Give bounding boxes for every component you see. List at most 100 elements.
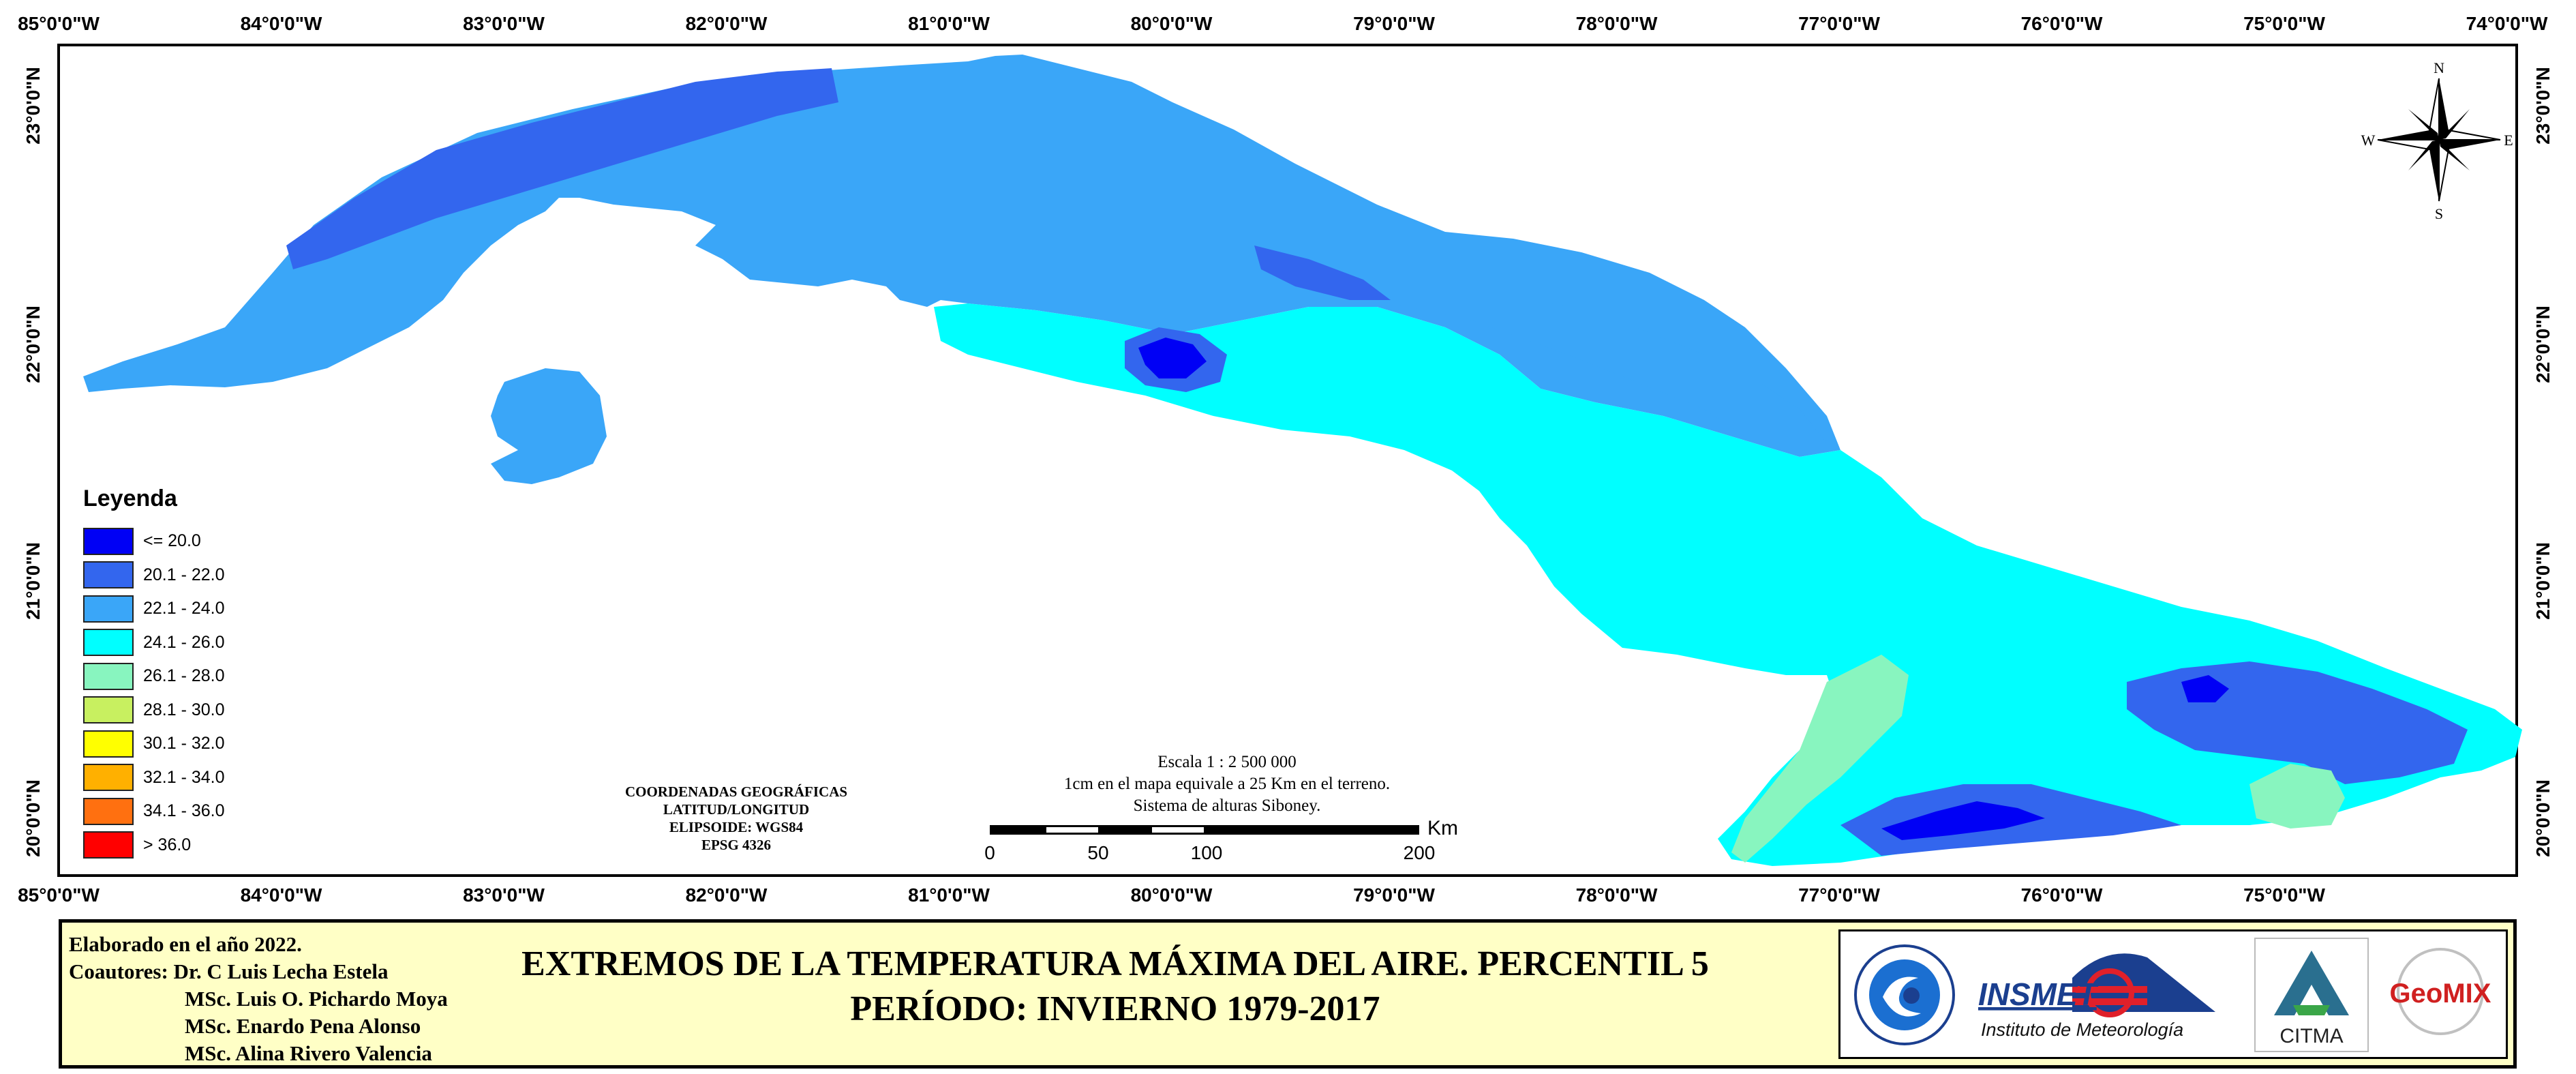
legend-swatch <box>83 527 134 555</box>
legend-swatch <box>83 629 134 657</box>
author-1: Dr. C Luis Lecha Estela <box>173 959 389 983</box>
compass-w: W <box>2361 132 2376 149</box>
zone-20-22-central-strip <box>1254 245 1391 300</box>
latitude-label: 21°0'0"N <box>2532 542 2554 620</box>
longitude-label: 78°0'0"W <box>1576 13 1658 34</box>
legend-item: 34.1 - 36.0 <box>83 794 329 829</box>
latitude-label: 22°0'0"N <box>22 305 44 383</box>
insmet-logo: INSMET Instituto de Meteorología <box>1970 937 2243 1053</box>
zone-le20-sierra <box>1881 801 2045 840</box>
credits: Elaborado en el año 2022. Coautores: Dr.… <box>69 931 448 1067</box>
latitude-label: 20°0'0"N <box>22 779 44 857</box>
map-frame <box>57 44 2518 877</box>
scale-bar: 0 50 100 200 Km <box>984 817 1458 863</box>
scale-tick-100: 100 <box>1191 842 1223 863</box>
compass-s: S <box>2435 205 2443 222</box>
coautores-label: Coautores: <box>69 959 168 983</box>
scale-tick-0: 0 <box>984 842 995 863</box>
legend-swatch <box>83 595 134 623</box>
scale-info: Escala 1 : 2 500 000 1cm en el mapa equi… <box>988 751 1466 817</box>
geomix-name: GeoMIX <box>2390 979 2491 1009</box>
map-title-line-1: EXTREMOS DE LA TEMPERATURA MÁXIMA DEL AI… <box>521 944 1709 983</box>
compass-n: N <box>2434 59 2444 76</box>
zone-22-24-central <box>1295 280 1827 450</box>
zone-26-28-se <box>2249 764 2345 829</box>
smi-seal-logo <box>1850 937 1959 1053</box>
legend-label: 32.1 - 34.0 <box>143 767 225 787</box>
legend-label: > 36.0 <box>143 835 192 854</box>
scale-unit: Km <box>1427 817 1458 839</box>
projection-line-2: LATITUD/LONGITUD <box>663 801 810 818</box>
zone-le20-escambray <box>1138 338 1207 378</box>
legend-swatch <box>83 730 134 758</box>
longitude-labels-top: 85°0'0"W 84°0'0"W 83°0'0"W 82°0'0"W 81°0'0"W… <box>18 13 2548 34</box>
zone-26-28-sw <box>1731 655 1909 863</box>
projection-line-4: EPSG 4326 <box>701 837 772 853</box>
scale-line-3: Sistema de alturas Siboney. <box>1133 796 1321 815</box>
projection-info: COORDENADAS GEOGRÁFICAS LATITUD/LONGITUD… <box>573 783 900 854</box>
legend-label: 34.1 - 36.0 <box>143 801 225 821</box>
longitude-label: 80°0'0"W <box>1131 884 1213 906</box>
legend-label: 24.1 - 26.0 <box>143 632 225 652</box>
author-3: MSc. Enardo Pena Alonso <box>185 1014 421 1038</box>
zone-20-22-west <box>286 68 838 269</box>
logos-panel: INSMET Instituto de Meteorología CITMA G… <box>1838 929 2508 1059</box>
latitude-label: 21°0'0"N <box>22 542 44 620</box>
longitude-label: 81°0'0"W <box>908 884 990 906</box>
geomix-logo: GeoMIX <box>2379 937 2502 1053</box>
legend-swatch <box>83 696 134 724</box>
legend-swatch <box>83 797 134 825</box>
legend-label: 26.1 - 28.0 <box>143 666 225 686</box>
elaborado-text: Elaborado en el año 2022. <box>69 932 302 956</box>
legend-label: 30.1 - 32.0 <box>143 734 225 754</box>
scale-line-1: Escala 1 : 2 500 000 <box>1157 753 1297 771</box>
longitude-label: 75°0'0"W <box>2243 884 2325 906</box>
longitude-label: 76°0'0"W <box>2021 884 2103 906</box>
latitude-label: 20°0'0"N <box>2532 779 2554 857</box>
footer-panel: Elaborado en el año 2022. Coautores: Dr.… <box>59 919 2517 1069</box>
legend: Leyenda <= 20.0 20.1 - 22.0 22.1 - 24.0 24.… <box>83 486 329 862</box>
projection-line-3: ELIPSOIDE: WGS84 <box>669 819 804 835</box>
longitude-label: 85°0'0"W <box>18 13 100 34</box>
compass-e: E <box>2504 132 2513 149</box>
legend-item: 20.1 - 22.0 <box>83 558 329 593</box>
zone-le20-nipe <box>2181 675 2229 702</box>
legend-list: <= 20.0 20.1 - 22.0 22.1 - 24.0 24.1 - 26.0… <box>83 524 329 862</box>
zone-24-26 <box>934 303 2522 866</box>
projection-line-1: COORDENADAS GEOGRÁFICAS <box>624 784 848 800</box>
legend-swatch <box>83 764 134 792</box>
insmet-name: INSMET <box>1978 976 2100 1012</box>
legend-swatch <box>83 561 134 589</box>
latitude-labels-right: 23°0'0"N 22°0'0"N 21°0'0"N 20°0'0"N <box>2532 67 2554 857</box>
longitude-label: 77°0'0"W <box>1798 13 1880 34</box>
legend-item: 24.1 - 26.0 <box>83 626 329 660</box>
latitude-labels-left: 23°0'0"N 22°0'0"N 21°0'0"N 20°0'0"N <box>22 67 44 857</box>
legend-item: 26.1 - 28.0 <box>83 659 329 693</box>
insmet-subtitle: Instituto de Meteorología <box>1981 1019 2183 1040</box>
legend-title: Leyenda <box>83 486 177 511</box>
zone-22-24-west <box>83 55 1840 457</box>
map-title-line-2: PERÍODO: INVIERNO 1979-2017 <box>850 989 1380 1028</box>
longitude-label: 82°0'0"W <box>686 13 768 34</box>
author-4: MSc. Alina Rivero Valencia <box>185 1041 432 1065</box>
scale-line-2: 1cm en el mapa equivale a 25 Km en el te… <box>1063 775 1391 793</box>
latitude-label: 23°0'0"N <box>2532 67 2554 145</box>
longitude-label: 79°0'0"W <box>1353 884 1435 906</box>
map-canvas: 85°0'0"W 84°0'0"W 83°0'0"W 82°0'0"W 81°0'0"W… <box>18 13 2554 906</box>
legend-item: <= 20.0 <box>83 524 329 558</box>
legend-label: 22.1 - 24.0 <box>143 599 225 618</box>
longitude-label: 82°0'0"W <box>686 884 768 906</box>
legend-swatch <box>83 662 134 690</box>
citma-name: CITMA <box>2279 1025 2343 1047</box>
longitude-labels-bottom: 85°0'0"W 84°0'0"W 83°0'0"W 82°0'0"W 81°0'0"W… <box>18 884 2325 906</box>
cuba-island <box>83 55 2522 866</box>
longitude-label: 79°0'0"W <box>1353 13 1435 34</box>
compass-rose-icon: N S E W <box>2361 59 2513 222</box>
isla-juventud <box>491 368 607 484</box>
longitude-label: 77°0'0"W <box>1798 884 1880 906</box>
longitude-label: 84°0'0"W <box>241 13 322 34</box>
longitude-label: 74°0'0"W <box>2466 13 2548 34</box>
latitude-label: 23°0'0"N <box>22 67 44 145</box>
latitude-label: 22°0'0"N <box>2532 305 2554 383</box>
longitude-label: 83°0'0"W <box>463 13 545 34</box>
